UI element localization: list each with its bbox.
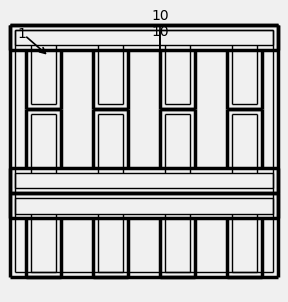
Text: 10: 10 bbox=[151, 25, 169, 39]
Text: 1: 1 bbox=[17, 27, 26, 41]
Text: 10: 10 bbox=[151, 9, 169, 23]
